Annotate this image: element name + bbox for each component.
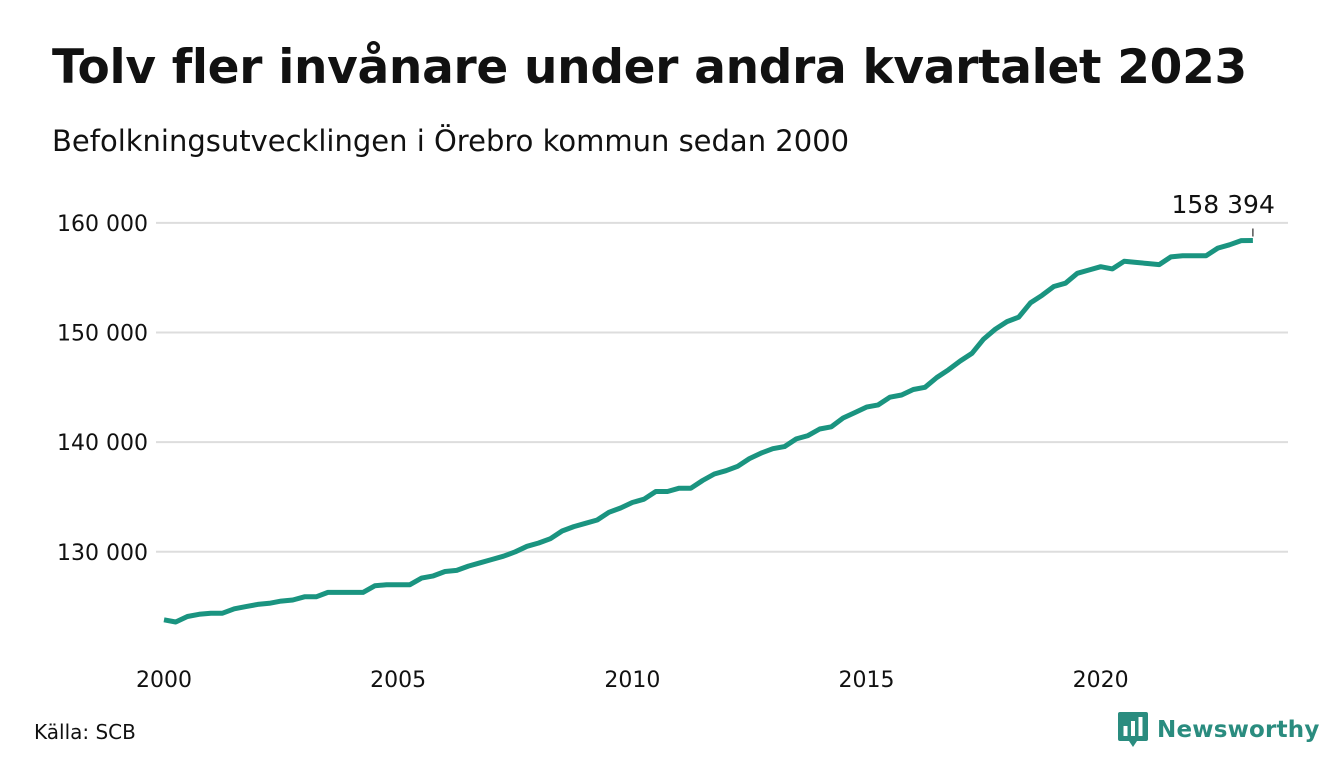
x-tick-label: 2000: [136, 668, 192, 693]
y-tick-label: 140 000: [57, 431, 148, 456]
brand-logo: Newsworthy: [1118, 712, 1320, 748]
chart-subtitle: Befolkningsutvecklingen i Örebro kommun …: [52, 124, 850, 158]
x-tick-label: 2020: [1073, 668, 1129, 693]
source-note: Källa: SCB: [34, 720, 136, 744]
y-tick-label: 130 000: [57, 541, 148, 566]
x-tick-label: 2005: [370, 668, 426, 693]
newsworthy-logo-icon: [1118, 712, 1148, 747]
x-tick-label: 2010: [604, 668, 660, 693]
chart-title: Tolv fler invånare under andra kvartalet…: [52, 40, 1247, 95]
y-tick-label: 160 000: [57, 212, 148, 237]
x-tick-label: 2015: [839, 668, 895, 693]
series-line: [163, 238, 1253, 625]
brand-name: Newsworthy: [1157, 717, 1320, 743]
y-tick-label: 150 000: [57, 322, 148, 347]
end-value-label: 158 394: [1171, 190, 1274, 219]
